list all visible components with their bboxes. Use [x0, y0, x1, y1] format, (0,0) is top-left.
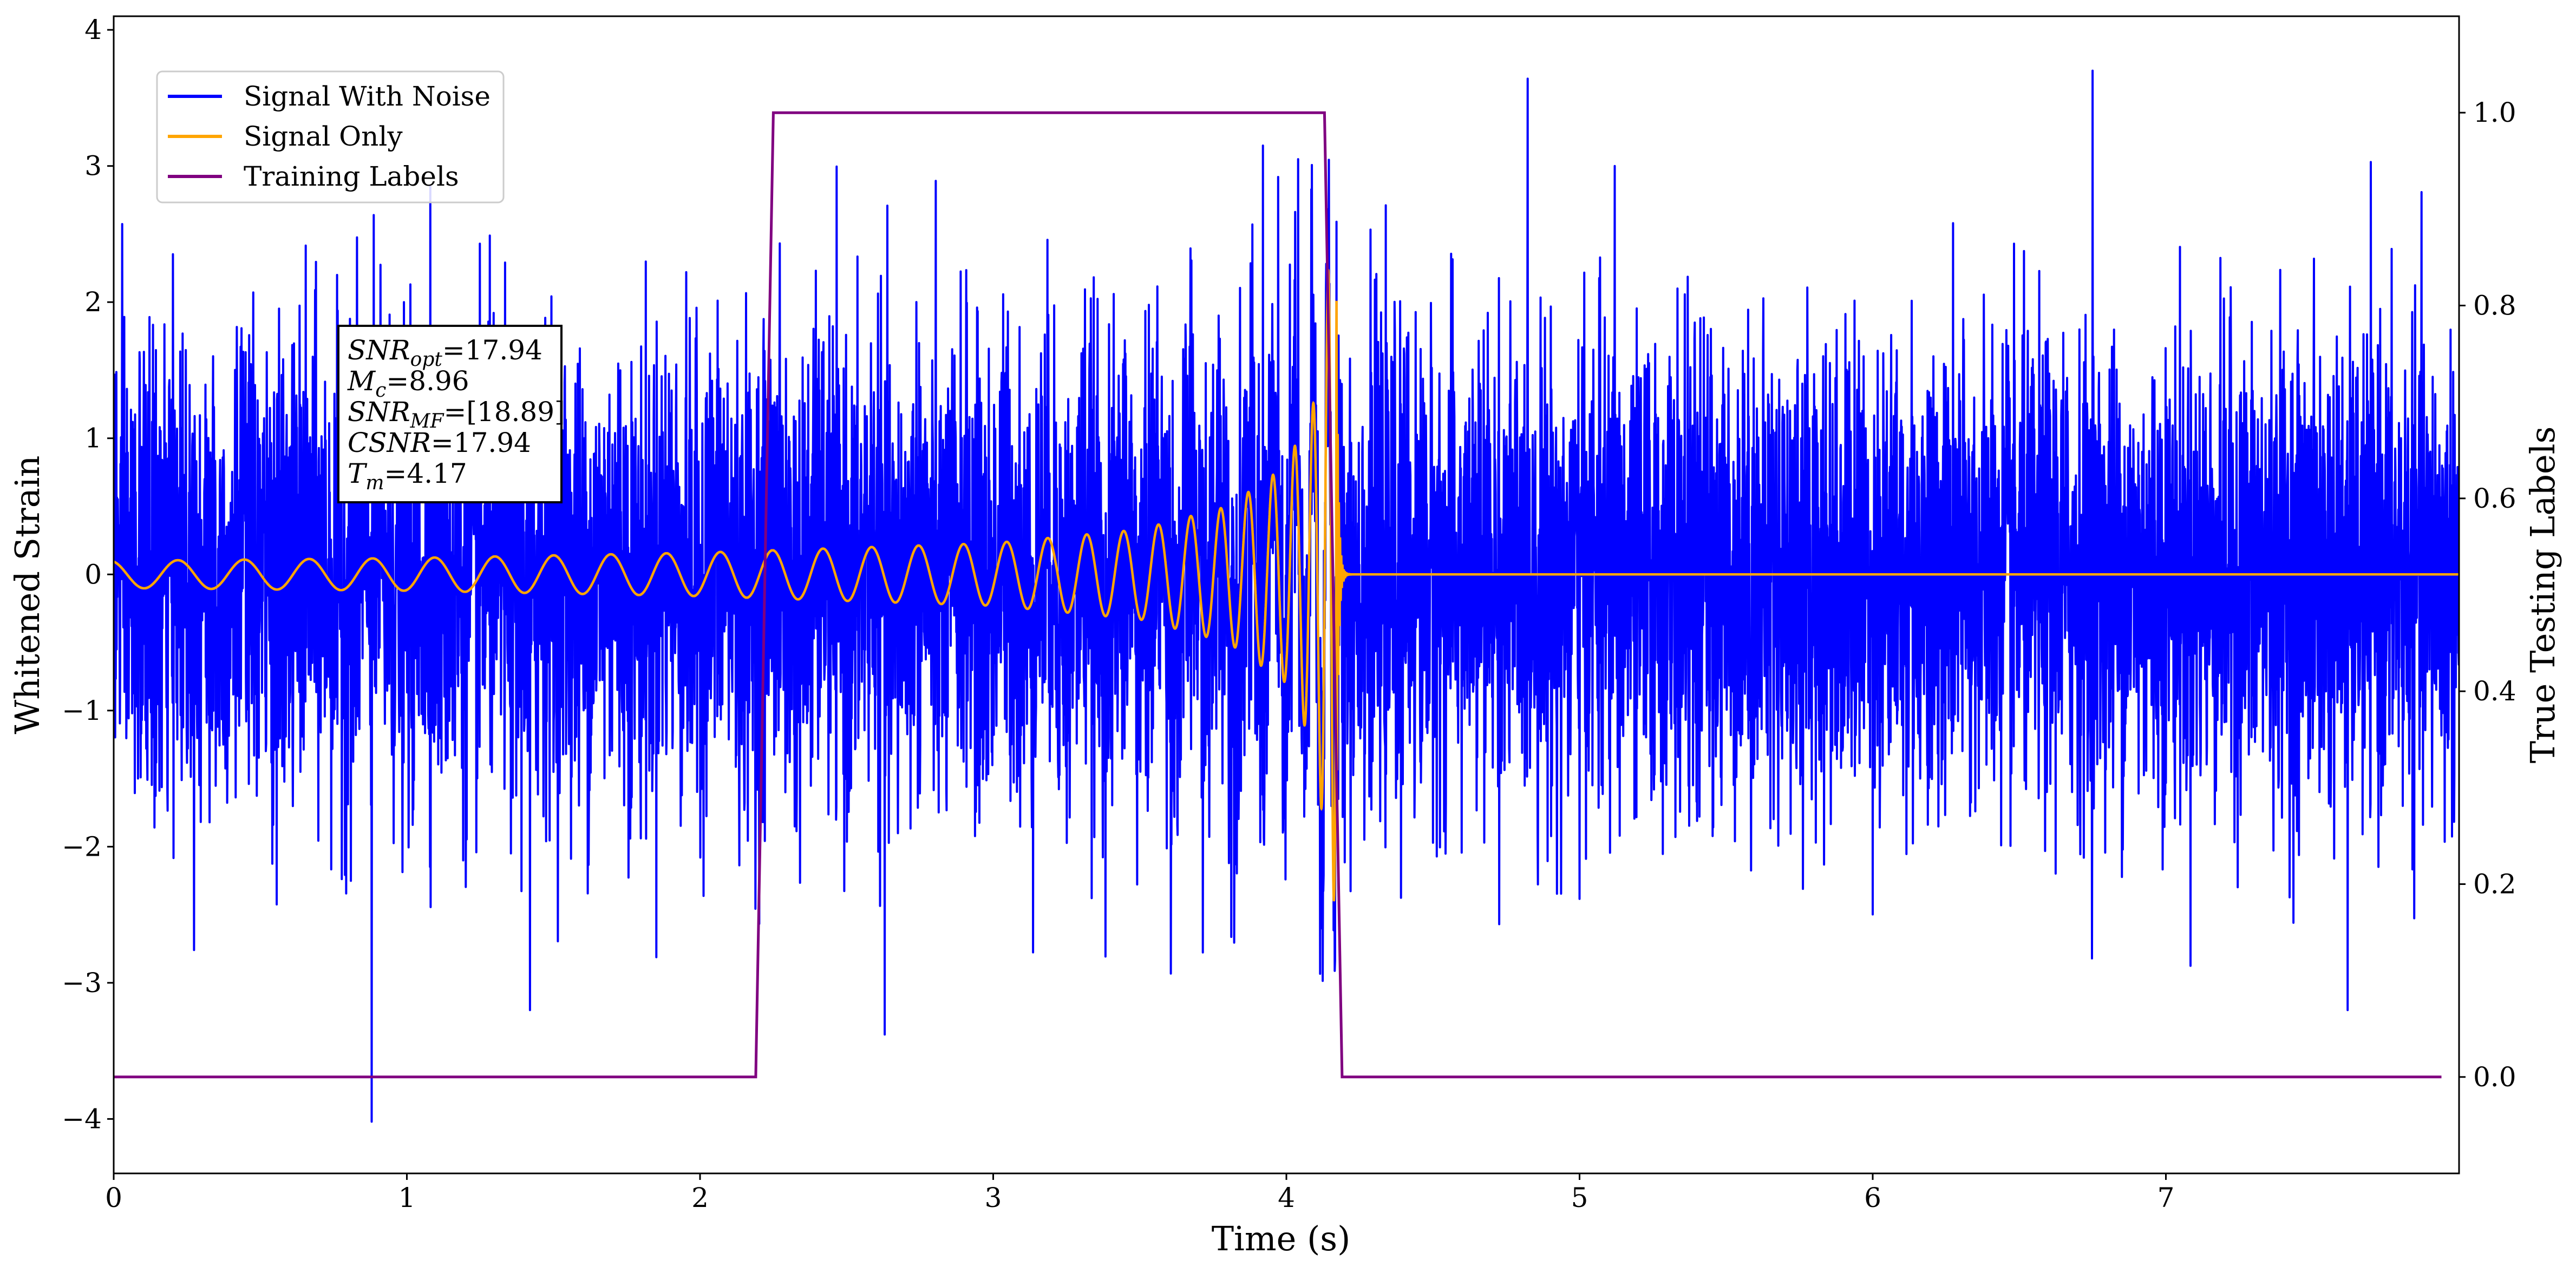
y-tick-label: 3 — [84, 150, 102, 182]
y-axis-left: −4 −3 −2 −1 0 1 2 3 4 — [62, 14, 114, 1134]
y-tick-label: 0 — [84, 559, 102, 590]
legend-label: Signal With Noise — [244, 81, 491, 112]
y-axis-right: 0.0 0.2 0.4 0.6 0.8 1.0 — [2459, 97, 2516, 1093]
y-axis-label: Whitened Strain — [8, 456, 47, 734]
y2-tick-label: 0.8 — [2473, 290, 2516, 321]
x-tick-label: 5 — [1571, 1182, 1588, 1213]
x-axis-label: Time (s) — [1212, 1219, 1351, 1258]
series-training-labels — [114, 111, 2442, 1079]
legend: Signal With Noise Signal Only Training Lab… — [156, 70, 505, 204]
series-signal-with-noise — [114, 69, 2459, 1123]
series-layer — [114, 69, 2459, 1123]
legend-label: Training Labels — [244, 161, 459, 192]
legend-frame — [156, 70, 505, 204]
y-tick-label: 1 — [84, 423, 102, 454]
annotation-frame — [337, 325, 563, 503]
y2-tick-label: 0.4 — [2473, 675, 2516, 707]
y2-tick-label: 1.0 — [2473, 97, 2516, 128]
legend-label: Signal Only — [244, 121, 403, 152]
y2-tick-label: 0.2 — [2473, 869, 2516, 900]
x-tick-label: 7 — [2157, 1182, 2175, 1213]
x-tick-label: 0 — [105, 1182, 122, 1213]
x-tick-label: 2 — [691, 1182, 709, 1213]
y-tick-label: −3 — [62, 967, 102, 999]
x-axis: 0 1 2 3 4 5 6 7 — [105, 1173, 2174, 1213]
y-tick-label: −2 — [62, 831, 102, 862]
x-tick-label: 4 — [1278, 1182, 1295, 1213]
y-tick-label: 2 — [84, 286, 102, 318]
x-tick-label: 3 — [985, 1182, 1002, 1213]
annotation-line: CSNR=17.94 — [348, 427, 531, 458]
annotation-line: SNRMF=[18.89] — [348, 396, 565, 432]
y-tick-label: −4 — [62, 1103, 102, 1134]
y-tick-label: 4 — [84, 14, 102, 45]
y2-tick-label: 0.6 — [2473, 483, 2516, 514]
x-tick-label: 6 — [1864, 1182, 1881, 1213]
x-tick-label: 1 — [398, 1182, 416, 1213]
series-signal-only — [114, 267, 2459, 902]
annotation-line: SNRopt=17.94 — [348, 334, 542, 371]
y-tick-label: −1 — [62, 695, 102, 726]
y2-tick-label: 0.0 — [2473, 1061, 2516, 1093]
annotation-line: Mc=8.96 — [347, 365, 469, 402]
annotation-box: SNRopt=17.94Mc=8.96SNRMF=[18.89]CSNR=17.… — [337, 325, 565, 503]
annotation-line: Tm=4.17 — [348, 458, 467, 494]
y2-axis-label: True Testing Labels — [2523, 426, 2562, 764]
